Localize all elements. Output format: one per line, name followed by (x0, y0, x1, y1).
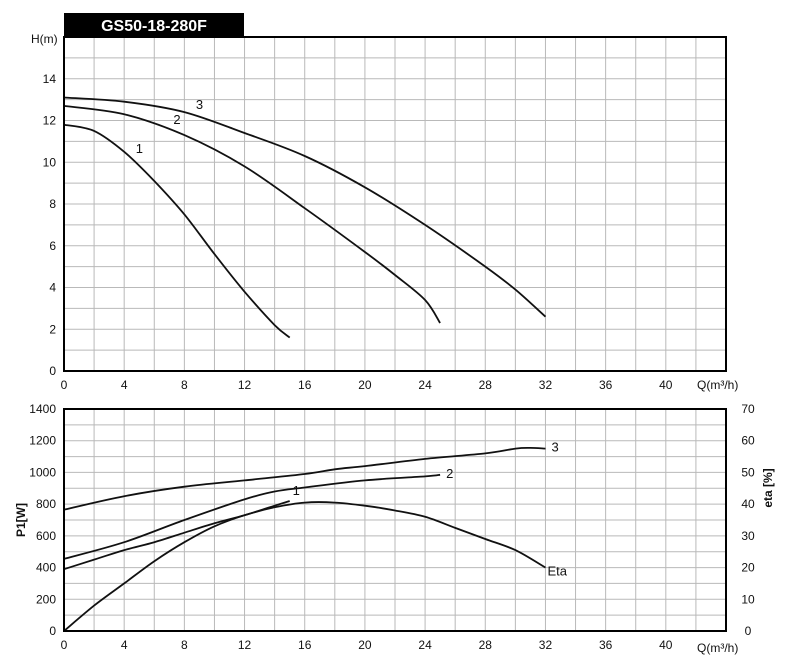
head-x-tick-label: 8 (181, 378, 188, 392)
power-chart-xlabel: Q(m³/h) (697, 641, 738, 655)
eta-y-tick-label: 70 (741, 402, 755, 416)
power-y-tick-label: 400 (36, 561, 56, 575)
power-x-tick-label: 40 (659, 638, 673, 652)
power-x-tick-label: 20 (358, 638, 372, 652)
head-x-tick-label: 40 (659, 378, 673, 392)
eta-y-tick-label: 20 (741, 561, 755, 575)
head-curve-3 (63, 96, 547, 318)
power-chart-ylabel: P1[W] (14, 503, 28, 537)
chart-title: GS50-18-280F (101, 18, 207, 35)
head-curve-label-3: 3 (196, 97, 203, 112)
head-y-tick-label: 12 (43, 114, 57, 128)
title-background (64, 13, 244, 37)
head-chart-frame (63, 36, 727, 372)
power-chart-frame (63, 408, 727, 632)
head-x-tick-label: 16 (298, 378, 312, 392)
head-y-tick-label: 14 (43, 72, 57, 86)
power-curve-label-1: 1 (293, 483, 300, 498)
head-chart-grid (64, 37, 726, 371)
power-x-tick-label: 28 (479, 638, 493, 652)
power-y-tick-label: 1000 (29, 465, 56, 479)
head-y-tick-label: 2 (49, 322, 56, 336)
head-curve-1 (63, 123, 291, 339)
power-curve-eta (63, 501, 546, 632)
head-x-tick-label: 0 (61, 378, 68, 392)
head-x-tick-label: 32 (539, 378, 553, 392)
power-x-tick-label: 36 (599, 638, 613, 652)
power-curve-3 (63, 446, 546, 511)
head-y-tick-label: 10 (43, 155, 57, 169)
head-chart-xlabel: Q(m³/h) (697, 378, 738, 392)
power-chart-ticks: 0 4 8 12 16 20 24 28 32 36 40020040060080010001200… (29, 402, 755, 652)
power-curve-2 (63, 473, 441, 560)
head-curve-label-2: 2 (173, 112, 180, 127)
eta-y-tick-label: 30 (741, 529, 755, 543)
head-curve-2 (63, 105, 441, 324)
head-x-tick-label: 36 (599, 378, 613, 392)
power-chart-curves: 1 2 3 Eta (63, 440, 568, 632)
power-x-tick-label: 32 (539, 638, 553, 652)
head-y-tick-label: 0 (49, 364, 56, 378)
power-chart-grid (64, 409, 726, 631)
power-y-tick-label: 800 (36, 497, 56, 511)
head-y-tick-label: 6 (49, 239, 56, 253)
eta-y-tick-label: 10 (741, 592, 755, 606)
power-x-tick-label: 4 (121, 638, 128, 652)
power-curve-label-3: 3 (551, 440, 558, 455)
eta-y-tick-label: 60 (741, 434, 755, 448)
power-x-tick-label: 16 (298, 638, 312, 652)
power-y-tick-label: 0 (49, 624, 56, 638)
head-x-tick-label: 20 (358, 378, 372, 392)
eta-y-tick-label: 40 (741, 497, 755, 511)
power-curve-label-eta: Eta (547, 564, 567, 579)
power-x-tick-label: 0 (61, 638, 68, 652)
head-chart-ylabel: H(m) (31, 32, 58, 46)
eta-y-tick-label: 0 (745, 624, 752, 638)
head-chart-curves: 1 2 3 (63, 96, 547, 339)
power-chart-ylabel-right: eta [%] (761, 468, 775, 507)
power-x-tick-label: 12 (238, 638, 252, 652)
power-x-tick-label: 24 (418, 638, 432, 652)
head-y-tick-label: 4 (49, 281, 56, 295)
head-y-tick-label: 8 (49, 197, 56, 211)
power-y-tick-label: 600 (36, 529, 56, 543)
head-x-tick-label: 4 (121, 378, 128, 392)
head-x-tick-label: 28 (479, 378, 493, 392)
head-x-tick-label: 12 (238, 378, 252, 392)
power-y-tick-label: 200 (36, 592, 56, 606)
head-x-tick-label: 24 (418, 378, 432, 392)
power-x-tick-label: 8 (181, 638, 188, 652)
head-curve-label-1: 1 (136, 141, 143, 156)
power-y-tick-label: 1200 (29, 434, 56, 448)
power-curve-label-2: 2 (446, 466, 453, 481)
eta-y-tick-label: 50 (741, 465, 755, 479)
power-y-tick-label: 1400 (29, 402, 56, 416)
